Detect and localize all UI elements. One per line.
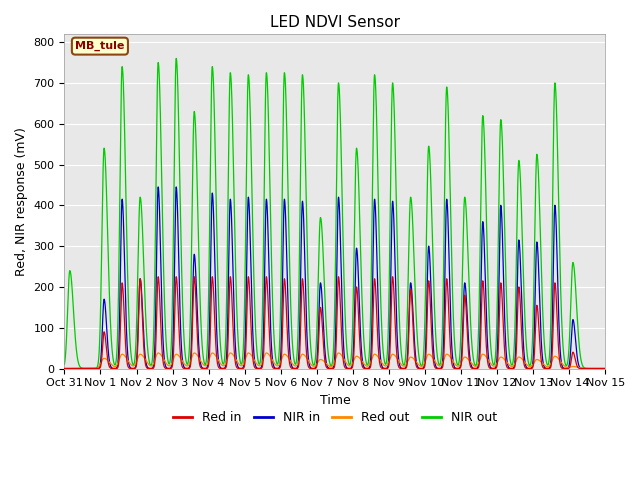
Y-axis label: Red, NIR response (mV): Red, NIR response (mV) xyxy=(15,127,28,276)
Title: LED NDVI Sensor: LED NDVI Sensor xyxy=(270,15,400,30)
X-axis label: Time: Time xyxy=(319,394,350,407)
Legend: Red in, NIR in, Red out, NIR out: Red in, NIR in, Red out, NIR out xyxy=(168,406,502,429)
Text: MB_tule: MB_tule xyxy=(76,41,125,51)
